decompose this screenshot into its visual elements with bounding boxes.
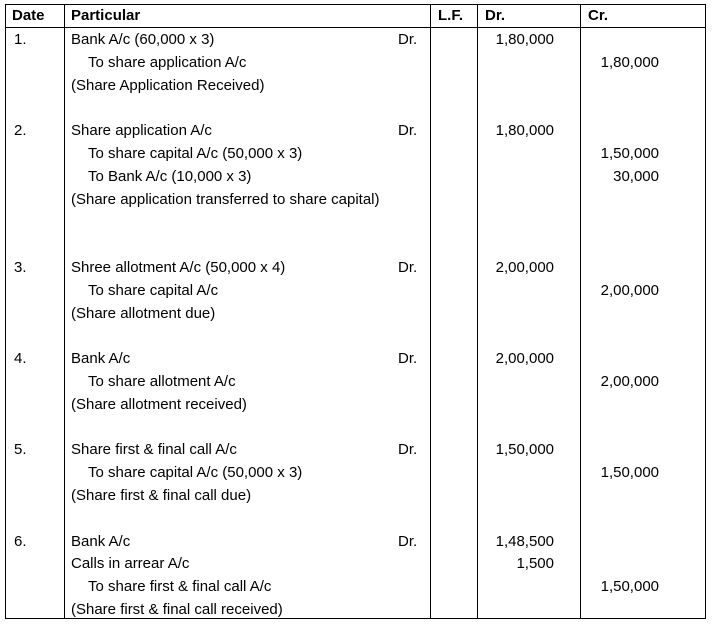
debit-account: Share first & final call A/c xyxy=(71,441,237,459)
header-divider xyxy=(6,27,705,28)
entry-date: 4. xyxy=(14,350,27,368)
header-cr: Cr. xyxy=(588,7,609,24)
debit-amount: 1,500 xyxy=(516,555,554,573)
header-lf: L.F. xyxy=(438,7,463,24)
dr-marker: Dr. xyxy=(398,532,418,550)
header-dr: Dr. xyxy=(485,7,506,24)
credit-amount: 30,000 xyxy=(613,167,659,185)
debit-account: Bank A/c xyxy=(71,532,131,550)
credit-amount: 1,50,000 xyxy=(600,464,659,482)
column-divider xyxy=(430,5,431,618)
entry-date: 5. xyxy=(14,441,27,459)
debit-amount: 2,00,000 xyxy=(495,350,554,368)
column-divider xyxy=(580,5,581,618)
dr-marker: Dr. xyxy=(398,350,418,368)
credit-amount: 1,50,000 xyxy=(600,578,659,596)
credit-account: To share first & final call A/c xyxy=(88,578,272,596)
credit-account: To share application A/c xyxy=(88,53,247,71)
credit-amount: 1,80,000 xyxy=(600,53,659,71)
debit-account: Calls in arrear A/c xyxy=(71,555,190,573)
dr-marker: Dr. xyxy=(398,31,418,48)
debit-account: Share application A/c xyxy=(71,122,212,140)
narration: (Share first & final call received) xyxy=(71,601,283,618)
debit-account: Bank A/c (60,000 x 3) xyxy=(71,31,215,48)
entry-date: 2. xyxy=(14,122,27,140)
narration: (Share first & final call due) xyxy=(71,487,252,504)
credit-account: To share allotment A/c xyxy=(88,373,236,390)
debit-amount: 1,50,000 xyxy=(495,441,554,459)
narration: (Share allotment received) xyxy=(71,395,247,413)
narration: (Share allotment due) xyxy=(71,304,216,322)
entry-date: 3. xyxy=(14,259,27,276)
dr-marker: Dr. xyxy=(398,259,418,276)
credit-account: To Bank A/c (10,000 x 3) xyxy=(88,167,252,185)
dr-marker: Dr. xyxy=(398,441,418,459)
credit-account: To share capital A/c (50,000 x 3) xyxy=(88,464,303,482)
credit-account: To share capital A/c xyxy=(88,281,219,299)
narration: (Share Application Received) xyxy=(71,76,265,94)
debit-account: Shree allotment A/c (50,000 x 4) xyxy=(71,259,286,276)
header-date: Date xyxy=(12,7,45,24)
debit-amount: 2,00,000 xyxy=(495,259,554,276)
credit-amount: 2,00,000 xyxy=(600,373,659,390)
credit-amount: 2,00,000 xyxy=(600,281,659,299)
dr-marker: Dr. xyxy=(398,122,418,140)
column-divider xyxy=(64,5,65,618)
debit-amount: 1,48,500 xyxy=(495,532,554,550)
column-divider xyxy=(477,5,478,618)
debit-account: Bank A/c xyxy=(71,350,131,368)
credit-account: To share capital A/c (50,000 x 3) xyxy=(88,145,303,162)
header-particular: Particular xyxy=(71,7,141,24)
debit-amount: 1,80,000 xyxy=(495,31,554,48)
entry-date: 6. xyxy=(14,532,27,550)
entry-date: 1. xyxy=(14,31,27,48)
narration: (Share application transferred to share … xyxy=(71,190,380,208)
credit-amount: 1,50,000 xyxy=(600,145,659,162)
journal-table: Date Particular L.F. Dr. Cr. 1. Bank A/c … xyxy=(5,4,706,619)
debit-amount: 1,80,000 xyxy=(495,122,554,140)
